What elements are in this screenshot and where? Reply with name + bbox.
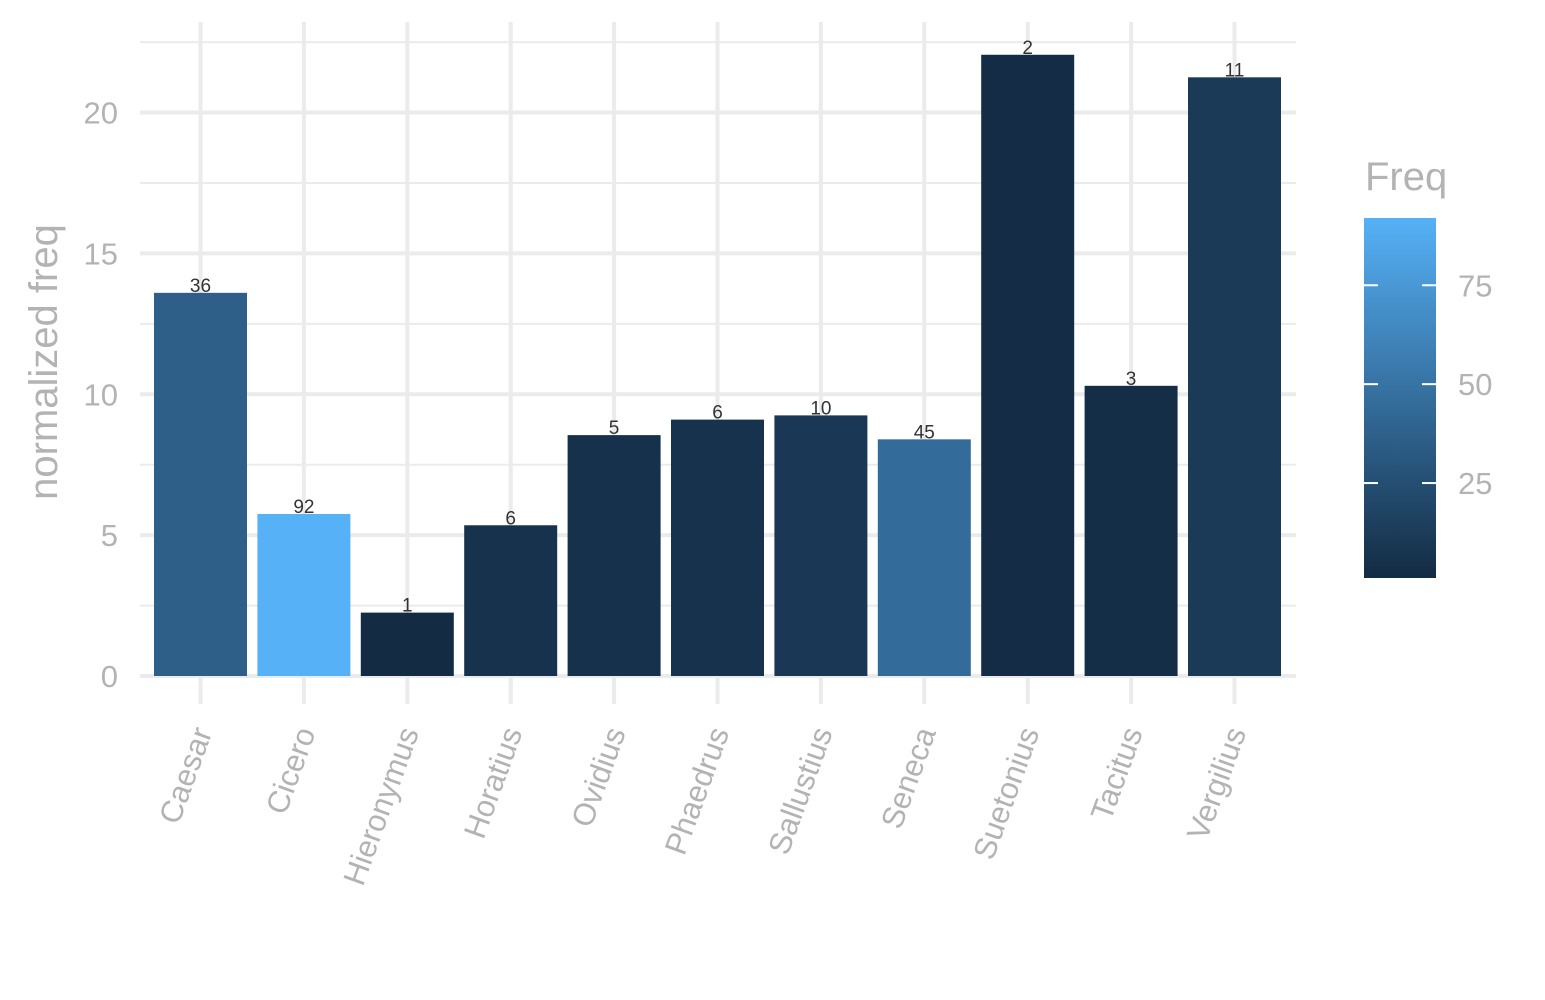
y-axis-title: normalized freq (22, 224, 66, 500)
x-tick-label: Caesar (152, 722, 219, 828)
legend-tick-label: 50 (1458, 367, 1492, 402)
bar-data-label: 2 (1022, 38, 1033, 59)
x-tick-label: Vergilius (1180, 722, 1253, 844)
bar-data-label: 1 (402, 596, 413, 617)
y-axis-ticks: 0 5 10 15 20 (84, 96, 118, 694)
bar (1188, 77, 1281, 677)
bar (877, 439, 971, 676)
bar (1084, 385, 1178, 676)
legend-title: Freq (1365, 155, 1447, 199)
y-tick-label: 0 (101, 659, 118, 694)
bar-data-label: 3 (1126, 369, 1137, 390)
legend-tick-label: 25 (1458, 466, 1492, 501)
data-labels: 36 92 1 6 5 6 10 45 2 3 11 (190, 38, 1244, 617)
y-tick-label: 20 (84, 96, 118, 131)
bar-data-label: 45 (914, 422, 935, 443)
x-axis-ticks: Caesar Cicero Hieronymus Horatius Ovidius Pha… (152, 722, 1253, 890)
x-tick-label: Seneca (874, 722, 943, 833)
bar (774, 415, 868, 676)
bar (154, 292, 247, 676)
x-tick-label: Horatius (457, 722, 529, 842)
x-tick-label: Hieronymus (336, 722, 425, 889)
x-tick-label: Phaedrus (658, 722, 736, 859)
legend-colorbar (1364, 218, 1436, 578)
bar-data-label: 5 (609, 418, 620, 439)
legend-tick-label: 75 (1458, 268, 1492, 303)
bar (464, 525, 558, 676)
y-tick-label: 15 (84, 236, 118, 271)
color-legend: Freq 25 50 75 (1364, 155, 1492, 578)
bar-data-label: 6 (712, 403, 723, 424)
bars (154, 54, 1281, 677)
x-tick-label: Cicero (259, 722, 323, 818)
y-tick-label: 5 (101, 518, 118, 553)
y-tick-label: 10 (84, 377, 118, 412)
bar-data-label: 10 (810, 398, 831, 419)
bar-data-label: 36 (190, 276, 211, 297)
bar (360, 612, 454, 676)
bar-data-label: 11 (1225, 60, 1245, 81)
x-tick-label: Tacitus (1084, 722, 1150, 825)
bar-data-label: 6 (505, 508, 516, 529)
bar (981, 54, 1075, 677)
x-tick-label: Suetonius (966, 722, 1046, 864)
bar (567, 435, 661, 676)
bar (257, 514, 351, 676)
bar-data-label: 92 (293, 497, 314, 518)
bar (671, 419, 764, 676)
x-tick-label: Ovidius (564, 722, 632, 831)
x-tick-label: Sallustius (761, 722, 839, 859)
